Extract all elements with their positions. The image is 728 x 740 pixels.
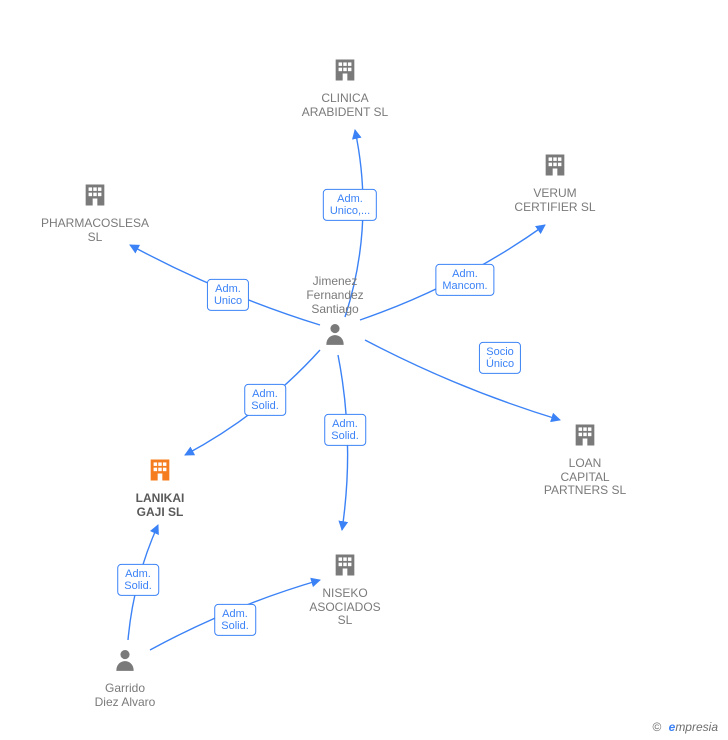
node-label: PHARMACOSLESASL [40,217,150,245]
building-icon [541,168,569,182]
person-icon [322,337,348,351]
building-icon [571,438,599,452]
edge-label-jimenez-verum: Adm.Mancom. [435,264,494,296]
edge-label-garrido-lanikai: Adm.Solid. [117,564,159,596]
node-pharma[interactable]: PHARMACOSLESASL [40,181,150,244]
node-label: CLINICAARABIDENT SL [290,92,400,120]
building-icon [331,568,359,582]
building-icon [331,73,359,87]
node-label: LANIKAIGAJI SL [105,492,215,520]
node-lanikai[interactable]: LANIKAIGAJI SL [105,456,215,519]
edge-label-garrido-niseko: Adm.Solid. [214,604,256,636]
node-label: VERUMCERTIFIER SL [500,187,610,215]
copyright-symbol: © [652,720,661,734]
node-verum[interactable]: VERUMCERTIFIER SL [500,151,610,214]
node-label: GarridoDiez Alvaro [70,682,180,710]
edge-label-jimenez-clinica: Adm.Unico,... [323,189,377,221]
edge-label-jimenez-niseko: Adm.Solid. [324,414,366,446]
node-label: NISEKOASOCIADOSSL [290,587,400,628]
edge-label-jimenez-lanikai: Adm.Solid. [244,384,286,416]
node-clinica[interactable]: CLINICAARABIDENT SL [290,56,400,119]
footer-credit: © empresia [652,720,718,734]
edge-label-jimenez-loan: SocioÚnico [479,342,521,374]
node-loan[interactable]: LOANCAPITALPARTNERS SL [530,421,640,498]
node-label: JimenezFernandezSantiago [280,275,390,316]
building-icon [146,473,174,487]
node-niseko[interactable]: NISEKOASOCIADOSSL [290,551,400,628]
person-icon [112,663,138,677]
edge-label-jimenez-pharma: Adm.Unico [207,279,249,311]
building-icon [81,198,109,212]
node-garrido[interactable]: GarridoDiez Alvaro [70,646,180,709]
node-jimenez[interactable]: JimenezFernandezSantiago [280,271,390,352]
edge-jimenez-loan [365,340,560,420]
node-label: LOANCAPITALPARTNERS SL [530,457,640,498]
brand-rest: mpresia [675,720,718,734]
